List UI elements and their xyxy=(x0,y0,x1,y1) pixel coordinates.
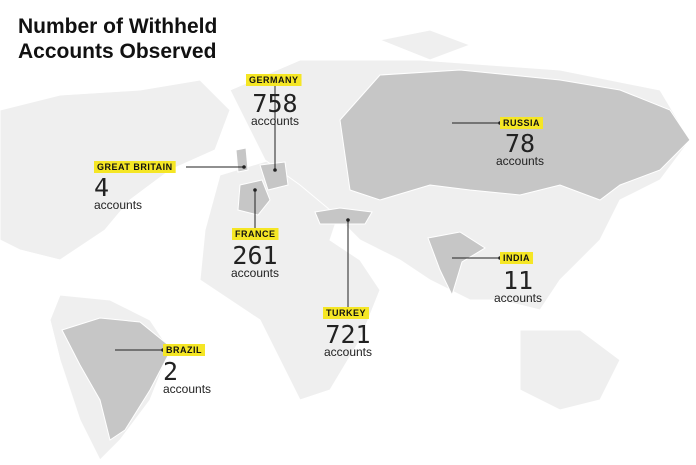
account-count: 758 xyxy=(252,89,297,118)
country-label: GERMANY xyxy=(249,75,299,85)
country-label: TURKEY xyxy=(326,308,366,318)
count-unit: accounts xyxy=(251,114,299,128)
label-highlight xyxy=(163,344,205,356)
account-count: 721 xyxy=(325,320,370,349)
title-line: Number of Withheld xyxy=(18,15,217,38)
account-count: 2 xyxy=(163,357,178,386)
country-label: RUSSIA xyxy=(503,118,540,128)
count-unit: accounts xyxy=(231,266,279,280)
country-label: BRAZIL xyxy=(166,345,202,355)
leader-dot xyxy=(253,188,257,192)
label-highlight xyxy=(500,252,533,264)
title-line: Accounts Observed xyxy=(18,40,216,63)
account-count: 78 xyxy=(505,129,535,158)
count-unit: accounts xyxy=(163,382,211,396)
country-label: INDIA xyxy=(503,253,530,263)
label-highlight xyxy=(500,117,544,129)
label-highlight xyxy=(323,307,370,319)
account-count: 11 xyxy=(503,266,533,295)
leader-dot xyxy=(346,218,350,222)
account-count: 4 xyxy=(94,173,109,202)
country-label: GREAT BRITAIN xyxy=(97,162,173,172)
account-count: 261 xyxy=(232,241,277,270)
label-highlight xyxy=(232,228,279,240)
count-unit: accounts xyxy=(494,291,542,305)
count-unit: accounts xyxy=(94,198,142,212)
highlighted-countries xyxy=(61,69,691,441)
count-unit: accounts xyxy=(324,345,372,359)
leader-dot xyxy=(242,165,246,169)
count-unit: accounts xyxy=(496,154,544,168)
country-label: FRANCE xyxy=(235,229,276,239)
label-highlight xyxy=(246,74,302,86)
label-highlight xyxy=(94,161,176,173)
leader-dot xyxy=(273,168,277,172)
